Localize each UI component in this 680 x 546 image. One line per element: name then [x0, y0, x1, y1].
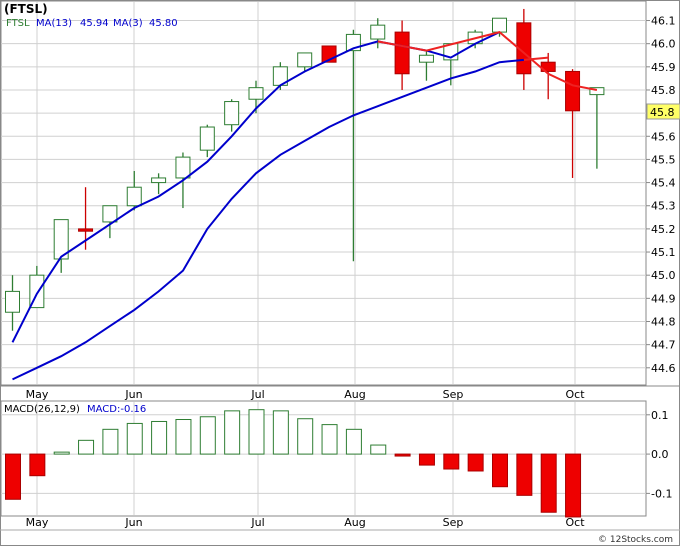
price-tick-label: 45.0 — [651, 269, 676, 282]
macd-bar — [199, 416, 216, 455]
legend-ma3-value: 45.80 — [149, 18, 178, 29]
macd-y-axis: 0.1 0.0 -0.1 — [646, 409, 672, 500]
macd-bar — [151, 420, 168, 455]
chart-title: (FTSL) — [4, 2, 48, 16]
macd-bar — [248, 409, 265, 455]
price-x-axis: May Jun Jul Aug Sep Oct — [26, 388, 586, 401]
macd-bar — [53, 451, 70, 455]
price-tick-label: 44.7 — [651, 339, 676, 352]
macd-bar — [102, 428, 119, 455]
price-grid — [1, 2, 646, 384]
macd-panel — [0, 400, 647, 517]
candle-body — [102, 205, 118, 223]
macd-x-tick-label: Aug — [344, 516, 365, 529]
legend-ma13-label: MA(13) — [36, 18, 72, 29]
candle-body — [589, 87, 605, 96]
candle-body — [565, 70, 581, 112]
macd-x-tick-label: Sep — [443, 516, 464, 529]
macd-x-axis: May Jun Jul Aug Sep Oct — [26, 516, 586, 529]
candle-body — [370, 24, 386, 40]
macd-bar — [224, 410, 241, 455]
price-tick-label: 45.5 — [651, 153, 676, 166]
price-y-axis: 44.6 44.7 44.8 44.9 45.0 45.1 45.2 45.3 45.4 45.5… — [646, 15, 676, 375]
price-tick-label: 45.3 — [651, 200, 676, 213]
macd-tick-label: 0.1 — [651, 409, 669, 422]
price-tick-label: 45.1 — [651, 246, 676, 259]
macd-bars — [5, 409, 582, 518]
macd-bar — [394, 453, 411, 457]
macd-tick-label: 0.0 — [651, 448, 669, 461]
price-tick-label: 44.8 — [651, 315, 676, 328]
price-x-tick-label: Jun — [124, 388, 142, 401]
candle-body — [78, 228, 94, 232]
macd-value-label: MACD:-0.16 — [87, 404, 146, 415]
price-tick-label: 45.4 — [651, 177, 676, 190]
macd-tick-label: -0.1 — [651, 487, 672, 500]
macd-bar — [175, 419, 192, 455]
macd-bar — [78, 439, 95, 455]
price-tick-label: 46.0 — [651, 38, 676, 51]
macd-bar — [272, 410, 289, 455]
price-tick-label: 44.9 — [651, 292, 676, 305]
macd-bar — [345, 428, 362, 455]
macd-bar — [321, 424, 338, 455]
price-x-tick-label: May — [26, 388, 49, 401]
price-tick-label: 46.1 — [651, 15, 676, 28]
macd-x-tick-label: May — [26, 516, 49, 529]
macd-bar — [467, 453, 484, 472]
macd-bar — [443, 453, 460, 470]
candle-body — [151, 177, 167, 184]
candle-body — [297, 52, 313, 68]
macd-x-tick-label: Jun — [124, 516, 142, 529]
candle-body — [53, 219, 69, 260]
price-x-tick-label: Jul — [250, 388, 264, 401]
last-price-badge — [646, 103, 680, 120]
candle-body — [248, 87, 264, 100]
candle-body — [418, 54, 434, 63]
candle-body — [126, 186, 142, 207]
macd-bar — [418, 453, 435, 466]
copyright: © 12Stocks.com — [598, 535, 673, 545]
price-tick-label: 45.6 — [651, 130, 676, 143]
candle-body — [224, 101, 240, 126]
ma3-line-down — [377, 31, 598, 91]
ma13-line-down — [523, 56, 549, 61]
ma13-line — [12, 58, 524, 381]
candle-body — [199, 126, 215, 151]
last-price-label: 45.8 — [650, 106, 675, 119]
price-x-tick-label: Aug — [344, 388, 365, 401]
price-x-tick-label: Oct — [565, 388, 585, 401]
price-tick-label: 45.8 — [651, 84, 676, 97]
macd-bar — [492, 453, 508, 488]
price-tick-label: 45.9 — [651, 61, 676, 74]
legend-ma3-label: MA(3) — [113, 18, 143, 29]
macd-bar — [126, 422, 143, 455]
macd-bar — [29, 453, 46, 477]
candle-body — [5, 290, 20, 313]
candle-body — [175, 156, 191, 179]
macd-bar — [297, 418, 314, 455]
price-tick-label: 45.2 — [651, 223, 676, 236]
macd-x-tick-label: Jul — [250, 516, 264, 529]
legend-symbol: FTSL — [6, 18, 30, 29]
macd-x-tick-label: Oct — [565, 516, 585, 529]
macd-bar — [565, 453, 582, 518]
legend-ma13-value: 45.94 — [80, 18, 109, 29]
candle-body — [394, 31, 410, 75]
price-tick-label: 44.6 — [651, 362, 676, 375]
candle-body — [492, 17, 507, 33]
macd-bar — [370, 444, 387, 455]
macd-bar — [5, 453, 21, 500]
macd-bar — [540, 453, 557, 513]
macd-bar — [516, 453, 533, 496]
macd-title: MACD(26,12,9) — [4, 404, 80, 415]
price-x-tick-label: Sep — [443, 388, 464, 401]
